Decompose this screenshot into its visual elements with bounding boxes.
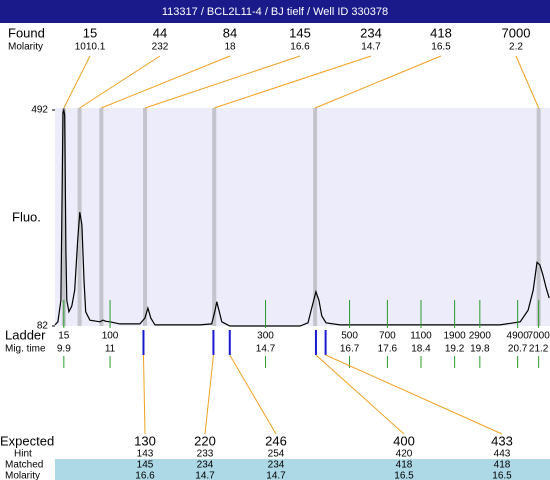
expected-size: 130 [134, 433, 156, 448]
matched-value: 418 [396, 460, 413, 471]
matched-value: 145 [137, 460, 154, 471]
mig-time-label: Mig. time [5, 344, 46, 355]
matched-label: Matched [5, 460, 43, 471]
hint-value: 254 [268, 449, 285, 460]
title: 113317 / BCL2L11-4 / BJ tielf / Well ID … [162, 6, 388, 18]
ladder-size: 300 [257, 331, 274, 342]
ladder-size: 1900 [443, 331, 466, 342]
found-label: Found [8, 25, 45, 40]
found-connector [214, 55, 372, 109]
found-molarity: 16.6 [290, 42, 310, 53]
ladder-mig-time: 21.2 [529, 344, 549, 355]
matched-value: 234 [268, 460, 285, 471]
ladder-mig-time: 11 [105, 344, 116, 355]
expected-connector [325, 354, 503, 435]
expected-connector [204, 354, 214, 435]
ladder-size: 15 [58, 331, 70, 342]
y-tick-label: 492 [31, 105, 48, 116]
found-molarity: 2.2 [509, 42, 523, 53]
hint-value: 233 [197, 449, 214, 460]
found-size: 44 [153, 25, 167, 40]
ladder-mig-time: 19.8 [470, 344, 490, 355]
ladder-mig-time: 18.4 [411, 344, 431, 355]
found-connector [63, 55, 91, 109]
ladder-mig-time: 19.2 [445, 344, 465, 355]
found-connector [515, 55, 540, 109]
expected-label: Expected [0, 433, 54, 448]
ladder-size: 700 [379, 331, 396, 342]
hint-value: 443 [494, 449, 511, 460]
expected-size: 433 [491, 433, 513, 448]
found-connector [314, 55, 442, 109]
found-size: 84 [223, 25, 237, 40]
expected-connector [229, 354, 277, 435]
expected-molarity-label: Molarity [5, 471, 40, 480]
ladder-mig-time: 14.7 [256, 344, 276, 355]
ladder-mig-time: 16.7 [340, 344, 360, 355]
trace [54, 107, 550, 327]
expected-size: 220 [194, 433, 216, 448]
ladder-mig-time: 20.7 [508, 344, 528, 355]
found-size: 145 [289, 25, 311, 40]
found-size: 15 [83, 25, 97, 40]
found-size: 7000 [502, 25, 531, 40]
expected-molarity: 16.6 [135, 471, 155, 480]
hint-value: 420 [396, 449, 413, 460]
found-molarity: 16.5 [431, 42, 451, 53]
expected-connector [142, 354, 146, 435]
found-size: 418 [430, 25, 452, 40]
found-connector [101, 55, 231, 109]
y-tick-label: 82 [37, 321, 49, 332]
ladder-mig-time: 9.9 [57, 344, 71, 355]
ladder-size: 2900 [469, 331, 492, 342]
matched-value: 418 [494, 460, 511, 471]
ladder-size: 1100 [410, 331, 432, 342]
found-molarity: 18 [224, 42, 236, 53]
expected-size: 246 [265, 433, 287, 448]
expected-molarity: 16.5 [394, 471, 414, 480]
hint-value: 143 [137, 449, 154, 460]
found-molarity: 1010.1 [75, 42, 106, 53]
title-bar [0, 0, 550, 23]
expected-connector [315, 354, 405, 435]
ladder-mig-time: 17.6 [378, 344, 398, 355]
ladder-size: 500 [341, 331, 358, 342]
matched-rows-background [55, 459, 550, 480]
expected-molarity: 14.7 [266, 471, 286, 480]
expected-size: 400 [393, 433, 415, 448]
found-size: 234 [360, 25, 382, 40]
ladder-label: Ladder [5, 327, 46, 342]
plot-background [55, 108, 550, 326]
ladder-size: 4900 [507, 331, 530, 342]
matched-value: 234 [197, 460, 214, 471]
found-molarity: 14.7 [361, 42, 381, 53]
expected-molarity: 14.7 [195, 471, 215, 480]
found-connector [79, 55, 161, 109]
y-axis-label: Fluo. [12, 209, 41, 224]
ladder-size: 100 [102, 331, 119, 342]
found-molarity: 232 [152, 42, 169, 53]
expected-molarity: 16.5 [492, 471, 512, 480]
hint-label: Hint [14, 449, 32, 460]
found-connector [144, 55, 301, 109]
found-molarity-label: Molarity [8, 42, 43, 53]
ladder-size: 7000 [528, 331, 550, 342]
